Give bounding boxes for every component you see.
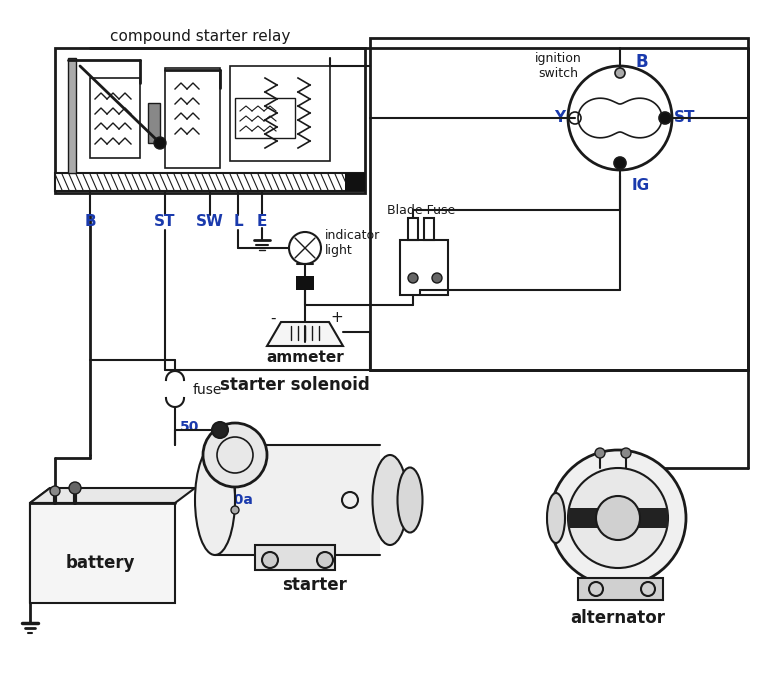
Text: 50a: 50a <box>225 493 254 507</box>
Bar <box>235 98 295 138</box>
Circle shape <box>568 468 668 568</box>
Bar <box>255 545 335 570</box>
Text: E: E <box>257 214 268 229</box>
Bar <box>148 103 160 143</box>
Bar <box>215 445 380 555</box>
Circle shape <box>212 422 228 438</box>
Bar <box>165 68 220 168</box>
Text: ST: ST <box>154 214 176 229</box>
Text: 50: 50 <box>180 420 200 434</box>
Ellipse shape <box>195 445 235 555</box>
Text: battery: battery <box>65 554 135 572</box>
Circle shape <box>659 112 671 124</box>
Text: ammeter: ammeter <box>266 350 344 366</box>
Text: 30: 30 <box>245 443 262 456</box>
Text: IG: IG <box>632 178 650 193</box>
Bar <box>230 66 330 161</box>
Text: B.: B. <box>405 508 423 523</box>
Text: starter solenoid: starter solenoid <box>220 376 370 394</box>
Ellipse shape <box>397 468 423 533</box>
Bar <box>55 173 365 191</box>
Bar <box>578 578 663 600</box>
Bar <box>408 218 418 240</box>
Ellipse shape <box>547 493 565 543</box>
Text: fuse: fuse <box>193 383 223 397</box>
Circle shape <box>614 157 626 169</box>
Circle shape <box>432 273 442 283</box>
Bar <box>90 78 140 158</box>
Bar <box>568 508 668 528</box>
Text: +: + <box>331 310 344 326</box>
Text: B: B <box>635 53 648 71</box>
Bar <box>345 173 365 191</box>
Bar <box>68 58 76 173</box>
Text: -: - <box>271 310 276 326</box>
Text: B: B <box>84 214 96 229</box>
Circle shape <box>203 423 267 487</box>
Circle shape <box>317 552 333 568</box>
Text: compound starter relay: compound starter relay <box>110 28 290 43</box>
Bar <box>400 240 448 295</box>
Text: Y: Y <box>555 110 565 126</box>
Circle shape <box>262 552 278 568</box>
Circle shape <box>231 506 239 514</box>
Circle shape <box>596 496 640 540</box>
Polygon shape <box>267 322 343 346</box>
Text: L: L <box>233 214 242 229</box>
Circle shape <box>621 448 631 458</box>
Bar <box>55 48 365 193</box>
Circle shape <box>408 273 418 283</box>
Circle shape <box>615 68 625 78</box>
Text: ignition
switch: ignition switch <box>534 52 581 80</box>
Bar <box>296 276 314 290</box>
Text: SW: SW <box>196 214 224 229</box>
Text: ST: ST <box>674 110 695 126</box>
Circle shape <box>154 137 166 149</box>
Circle shape <box>595 448 605 458</box>
Bar <box>370 38 748 370</box>
Ellipse shape <box>372 455 407 545</box>
Circle shape <box>50 486 60 496</box>
Bar <box>424 218 434 240</box>
Bar <box>30 503 175 603</box>
Text: indicator
light: indicator light <box>325 229 380 257</box>
Text: Blade Fuse: Blade Fuse <box>387 203 455 216</box>
Text: alternator: alternator <box>571 609 666 627</box>
Circle shape <box>69 482 81 494</box>
Polygon shape <box>30 488 50 603</box>
Text: starter: starter <box>283 576 347 594</box>
Circle shape <box>550 450 686 586</box>
Polygon shape <box>30 488 195 503</box>
